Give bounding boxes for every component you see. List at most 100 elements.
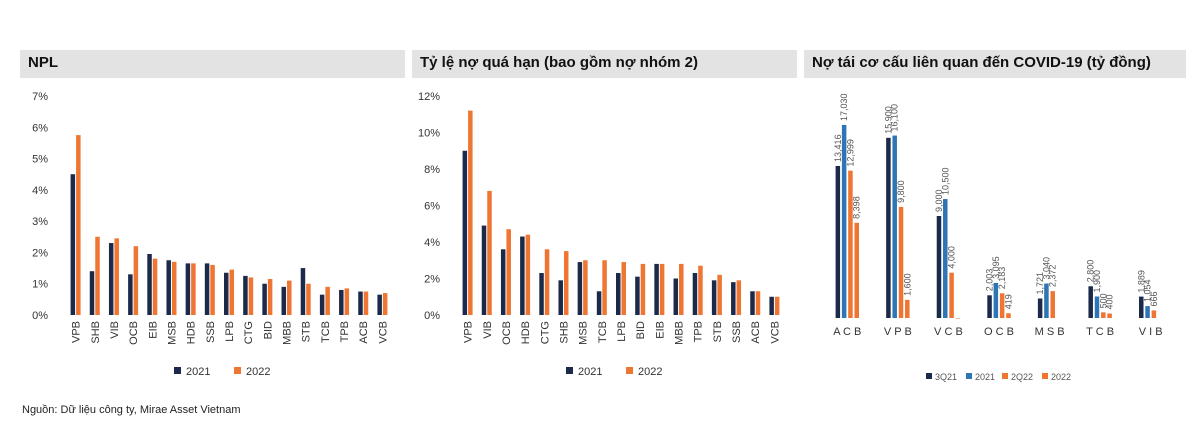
legend-swatch-2Q22	[1002, 373, 1008, 379]
bar-2021-VCB	[377, 294, 382, 315]
bar-2022-A C B	[854, 222, 859, 318]
restructured-title: Nợ tái cơ cấu liên quan đến COVID-19 (tỷ…	[812, 54, 1151, 71]
legend-label-2022: 2022	[246, 366, 270, 378]
y-tick-label: 10%	[418, 128, 440, 140]
bar-2021-MSB	[577, 262, 583, 315]
data-label: 1,721	[1035, 272, 1045, 295]
restructured-panel: Nợ tái cơ cấu liên quan đến COVID-19 (tỷ…	[804, 50, 1186, 382]
bar-2021-TPB	[339, 289, 344, 315]
category-label: OCB	[128, 321, 140, 345]
bar-3Q21-V P B	[886, 137, 891, 318]
data-label: 1,900	[1092, 270, 1102, 293]
category-label: TPB	[339, 321, 351, 342]
bar-2022-VPB	[468, 110, 473, 315]
bar-2021-V C B	[943, 199, 948, 318]
bar-2Q22-V I B	[1151, 310, 1157, 318]
category-label: T C B	[1086, 326, 1114, 338]
bar-2021-LPB	[616, 273, 621, 315]
bar-2022-SHB	[563, 251, 569, 315]
bar-2021-VIB	[108, 243, 114, 315]
source-note: Nguồn: Dữ liệu công ty, Mirae Asset Viet…	[22, 404, 241, 416]
category-label: ACB	[750, 321, 762, 344]
bar-2Q22-M S B	[1050, 291, 1055, 318]
overdue-panel: Tỷ lệ nợ quá hạn (bao gồm nợ nhóm 2) 0% 2…	[412, 50, 797, 380]
data-label: 1,054	[1143, 280, 1153, 303]
bar-2022-VIB	[487, 190, 492, 315]
data-label: 3,040	[1041, 257, 1051, 280]
category-label: MSB	[578, 321, 590, 345]
data-label: 16,100	[890, 104, 900, 132]
bar-2022-ACB	[363, 291, 369, 315]
bar-2021-CTG	[539, 273, 544, 315]
bar-2022-ACB	[755, 291, 761, 315]
bar-2022-STB	[717, 274, 722, 315]
bar-2021-HDB	[185, 263, 191, 315]
category-label: A C B	[833, 326, 861, 338]
bar-2021-ACB	[750, 291, 755, 315]
category-label: TCB	[320, 321, 332, 343]
category-label: STB	[712, 321, 724, 342]
bar-2021-VCB	[769, 296, 774, 315]
category-label: MBB	[282, 321, 294, 345]
category-label: SHB	[558, 321, 570, 344]
category-label: ACB	[358, 321, 370, 344]
bar-2022-TCB	[602, 260, 607, 315]
bar-2021-TCB	[596, 291, 602, 315]
category-label: HDB	[520, 321, 532, 344]
category-label: EIB	[147, 321, 159, 339]
bar-3Q21-O C B	[987, 295, 992, 318]
bar-2Q22-T C B	[1101, 312, 1106, 318]
bar-2022-LPB	[621, 262, 626, 315]
bar-2022-V P B	[905, 299, 910, 318]
data-label: 400	[1105, 294, 1115, 309]
y-tick-label: 6%	[32, 122, 48, 134]
y-tick-label: 7%	[32, 91, 48, 103]
bar-2021-SHB	[558, 280, 563, 315]
y-tick-label: 0%	[32, 310, 48, 322]
category-label: SSB	[205, 321, 217, 343]
data-label: 12,999	[845, 139, 855, 167]
bar-2021-ACB	[358, 291, 363, 315]
legend-swatch-2022	[234, 367, 241, 374]
data-label: 500	[1098, 293, 1108, 308]
bar-2021-OCB	[500, 249, 506, 315]
data-label: 13,416	[833, 134, 843, 162]
legend-label-2021: 2021	[975, 372, 995, 382]
data-label: 2,003	[985, 269, 995, 292]
category-label: BID	[262, 321, 274, 339]
category-label: HDB	[186, 321, 198, 344]
legend-label-2021: 2021	[186, 366, 210, 378]
data-label: 2,372	[1048, 265, 1058, 288]
bar-2022-VCB	[382, 293, 388, 315]
legend-swatch-2022	[1042, 373, 1048, 379]
category-label: SSB	[731, 321, 743, 343]
legend-swatch-2021	[966, 373, 972, 379]
data-label: 666	[1149, 291, 1159, 306]
bar-2022-HDB	[525, 234, 531, 315]
legend-swatch-2021	[566, 367, 573, 374]
category-label: VIB	[109, 321, 121, 339]
bar-2022-SSB	[736, 280, 742, 315]
bar-2022-MBB	[679, 263, 684, 315]
overdue-chart: 0% 2% 4% 6% 8% 10% 12% VPB VIB OCB HDB CTG SHB MSB TCB…	[418, 91, 781, 378]
bar-2021-VPB	[70, 174, 76, 315]
bar-2022-VCB	[774, 296, 780, 315]
data-label: 2,183	[997, 267, 1007, 290]
y-tick-label: 3%	[32, 216, 48, 228]
legend-label-2021: 2021	[578, 366, 602, 378]
bar-2021-A C B	[841, 125, 847, 318]
bar-2022-MSB	[171, 261, 177, 315]
data-label: 1,889	[1136, 270, 1146, 293]
category-label: CTG	[243, 321, 255, 344]
data-label: 419	[1003, 294, 1013, 309]
bar-2021-V P B	[892, 135, 897, 318]
y-tick-label: 1%	[32, 279, 48, 291]
bar-2021-MBB	[673, 278, 679, 315]
legend-label-2022: 2022	[1051, 372, 1071, 382]
bar-3Q21-A C B	[835, 165, 841, 318]
bar-2022-STB	[306, 283, 311, 315]
data-label: 2,800	[1086, 260, 1096, 283]
category-label: STB	[301, 321, 313, 342]
category-label: MBB	[674, 321, 686, 345]
data-label: 9,800	[896, 180, 906, 203]
